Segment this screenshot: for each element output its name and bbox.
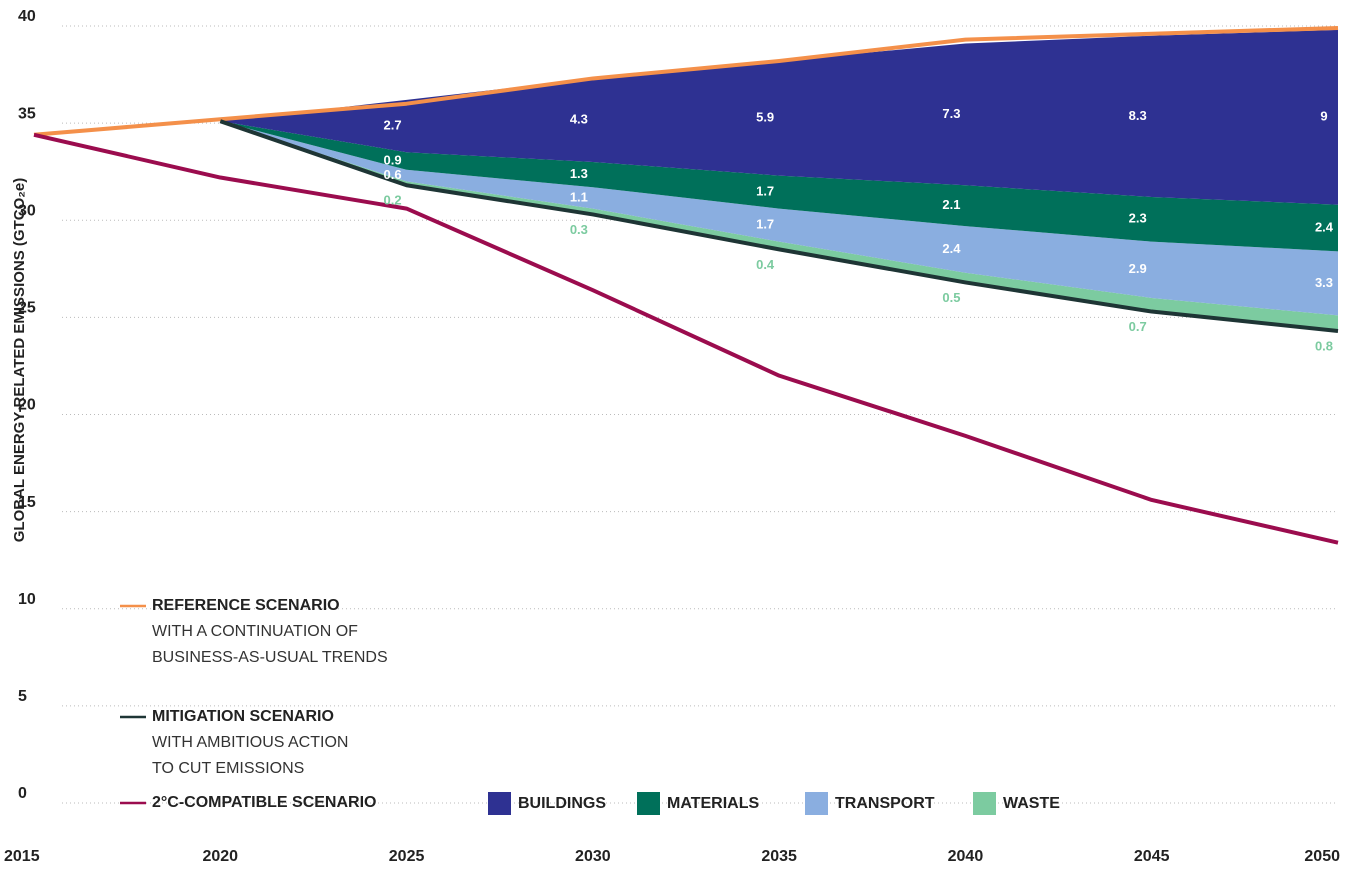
data-label: 1.3	[570, 166, 588, 181]
data-label: 4.3	[570, 112, 588, 127]
line	[33, 132, 1339, 545]
legend-label: WASTE	[1003, 795, 1060, 812]
data-label: 1.7	[756, 184, 774, 199]
legend-label: MITIGATION SCENARIO	[152, 708, 334, 725]
data-label: 2.7	[384, 117, 402, 132]
y-tick-label: 20	[18, 397, 36, 414]
legend-label: 2°C-COMPATIBLE SCENARIO	[152, 794, 376, 811]
area	[220, 121, 1338, 316]
data-label: 0.2	[384, 193, 402, 208]
data-label: 0.6	[384, 167, 402, 182]
legend-description: WITH AMBITIOUS ACTION	[152, 734, 348, 751]
legend-label: BUILDINGS	[518, 795, 606, 812]
x-tick-label: 2015	[4, 848, 40, 865]
legend-description: WITH A CONTINUATION OF	[152, 623, 358, 640]
y-tick-label: 25	[18, 300, 36, 317]
area	[220, 121, 1338, 331]
data-label: 2.4	[942, 241, 961, 256]
data-label: 1.1	[570, 189, 588, 204]
x-tick-label: 2035	[761, 848, 797, 865]
area	[220, 29, 1338, 205]
area	[220, 121, 1338, 252]
data-label: 8.3	[1129, 108, 1147, 123]
data-label: 2.9	[1129, 261, 1147, 276]
y-tick-label: 30	[18, 202, 36, 219]
data-label: 0.3	[570, 222, 588, 237]
x-tick-label: 2040	[948, 848, 984, 865]
data-label: 0.8	[1315, 338, 1333, 353]
legend-label: REFERENCE SCENARIO	[152, 597, 340, 614]
data-label: 2.4	[1315, 219, 1334, 234]
legend-label: TRANSPORT	[835, 795, 935, 812]
data-label: 2.3	[1129, 211, 1147, 226]
x-tick-label: 2050	[1304, 848, 1340, 865]
data-label: 7.3	[942, 106, 960, 121]
y-tick-label: 5	[18, 688, 27, 705]
data-label: 2.1	[942, 197, 960, 212]
y-axis-label: GLOBAL ENERGY-RELATED EMISSIONS (GTCO₂e)	[11, 178, 28, 542]
data-label: 5.9	[756, 110, 774, 125]
data-label: 3.3	[1315, 275, 1333, 290]
y-tick-label: 0	[18, 785, 27, 802]
data-label: 0.5	[942, 290, 960, 305]
data-label: 1.7	[756, 217, 774, 232]
line	[33, 25, 1339, 137]
x-tick-label: 2045	[1134, 848, 1170, 865]
y-tick-label: 40	[18, 8, 36, 25]
y-tick-label: 10	[18, 591, 36, 608]
legend-swatch	[973, 792, 996, 815]
y-tick-label: 35	[18, 105, 36, 122]
x-tick-label: 2025	[389, 848, 425, 865]
x-tick-label: 2030	[575, 848, 611, 865]
legend-description: TO CUT EMISSIONS	[152, 760, 304, 777]
x-tick-label: 2020	[202, 848, 238, 865]
data-label: 9	[1320, 109, 1327, 124]
data-label: 0.4	[756, 257, 775, 272]
legend-label: MATERIALS	[667, 795, 759, 812]
legend-swatch	[488, 792, 511, 815]
legend-description: BUSINESS-AS-USUAL TRENDS	[152, 649, 388, 666]
data-label: 0.9	[384, 152, 402, 167]
legend-swatch	[637, 792, 660, 815]
y-tick-label: 15	[18, 494, 36, 511]
data-label: 0.7	[1129, 319, 1147, 334]
legend-swatch	[805, 792, 828, 815]
line	[219, 119, 1339, 333]
